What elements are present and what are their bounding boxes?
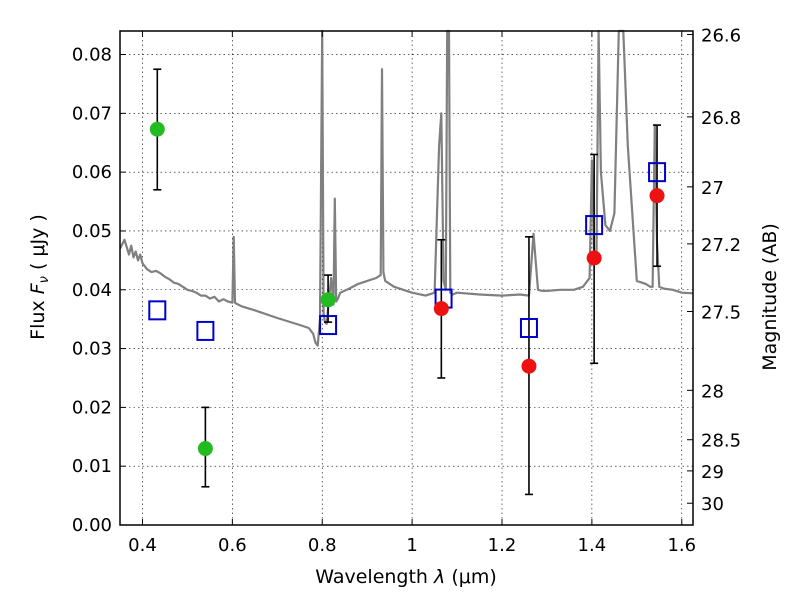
photometry-point [649,188,665,204]
photometry-point [521,358,537,374]
photometry-point [586,250,602,266]
x-tick-label: 1 [406,535,417,556]
y2-tick-label: 30 [701,494,724,515]
y2-tick-label: 28 [701,381,724,402]
x-tick-label: 1.4 [578,535,607,556]
x-tick-label: 0.4 [128,535,157,556]
y-tick-label: 0.05 [72,221,112,242]
y-tick-label: 0.07 [72,103,112,124]
y-tick-label: 0.08 [72,45,112,66]
photometry-point [197,441,213,457]
y2-axis-label: Magnitude (AB) [759,223,781,371]
y-tick-label: 0.00 [72,515,112,536]
y-tick-label: 0.06 [72,162,112,183]
x-axis-label: Wavelength λ (μm) [315,566,496,588]
model-square-marker [196,320,215,341]
axis-label-layer: 0.4 0.6 0.8 1 1.2 1.4 1.6 0.00 0.01 0.02 0.03 0.04 0… [27,26,781,588]
photometry-point [149,121,165,137]
y2-tick-label: 27.2 [701,235,741,256]
y2-tick-label: 29 [701,462,724,483]
y-tick-label: 0.04 [72,280,112,301]
y-axis-label: Flux Fν ( μJy ) [27,214,52,340]
model-square-marker [648,162,667,183]
y2-tick-label: 27 [701,178,724,199]
photometry-point [433,301,449,317]
x-tick-label: 1.6 [667,535,696,556]
spectrum-layer [119,29,694,347]
x-tick-label: 0.6 [218,535,247,556]
model-square-marker [519,317,538,338]
spectrum-line [119,29,694,347]
model-square-marker [148,300,167,321]
x-tick-label: 0.8 [308,535,337,556]
y-tick-label: 0.02 [72,397,112,418]
y2-tick-label: 26.8 [701,108,741,129]
x-tick-label: 1.2 [488,535,517,556]
error-bar-layer [153,68,662,496]
photometry-point [320,292,336,308]
model-square-marker [319,315,338,336]
y-tick-label: 0.03 [72,339,112,360]
model-square-marker [585,215,604,236]
plot-frame [119,30,694,526]
tick-layer [120,31,693,526]
y2-tick-label: 27.5 [701,303,741,324]
marker-layer [148,121,667,457]
y2-tick-label: 26.6 [701,26,741,47]
y2-tick-label: 28.5 [701,431,741,452]
y-tick-label: 0.01 [72,456,112,477]
